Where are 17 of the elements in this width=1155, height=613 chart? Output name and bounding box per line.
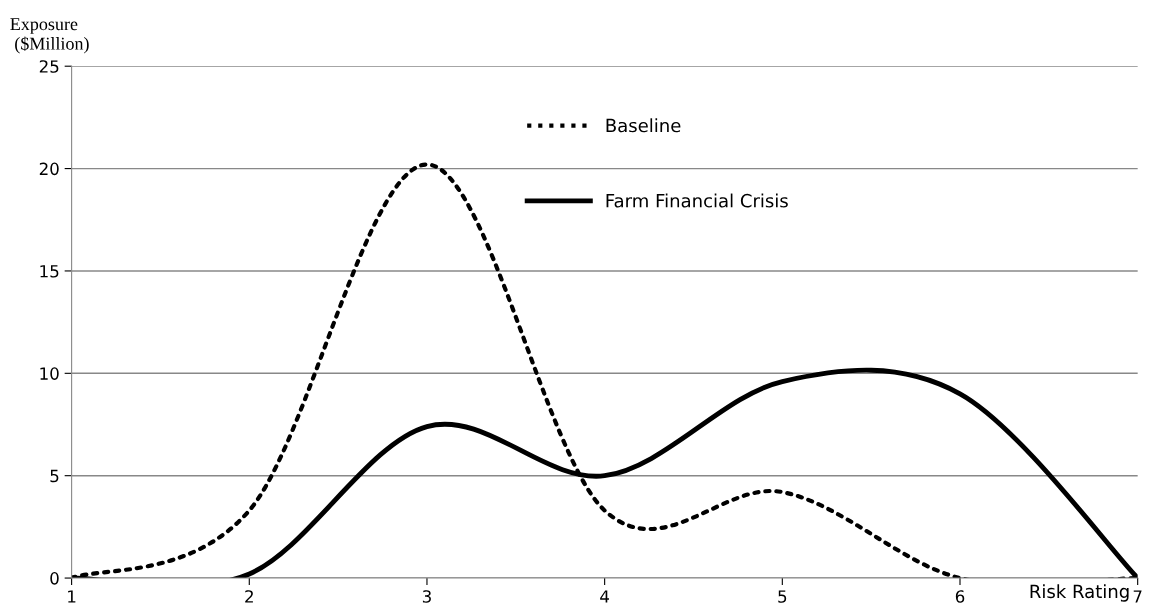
x-tick-label: 1 xyxy=(68,590,76,603)
y-tick-label: 10 xyxy=(40,367,59,380)
y-tick-label: 15 xyxy=(40,265,59,278)
x-tick-label: 5 xyxy=(778,590,787,603)
x-tick-label: 6 xyxy=(955,590,965,603)
x-tick-label: 2 xyxy=(245,590,253,603)
y-tick-label: 0 xyxy=(50,572,59,585)
x-axis-title: Risk Rating xyxy=(1030,584,1129,602)
x-tick-label: 7 xyxy=(1133,590,1142,603)
y-tick-label: 20 xyxy=(39,162,59,176)
x-tick-label: 4 xyxy=(600,590,610,603)
legend-label: Farm Financial Crisis xyxy=(606,193,788,208)
y-tick-label: 25 xyxy=(39,60,59,73)
y-tick-label: 5 xyxy=(50,469,59,483)
y-axis-title: Exposure ($Million) xyxy=(10,18,89,54)
legend-label: Baseline xyxy=(606,118,681,133)
x-tick-label: 3 xyxy=(422,590,431,603)
